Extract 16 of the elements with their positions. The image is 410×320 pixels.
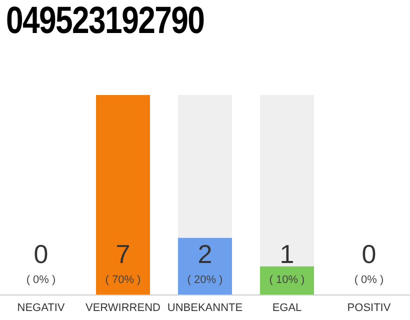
annotation: ( 0% ) [354,274,384,286]
x-tick-label: UNBEKANNTE [167,302,243,314]
chart-title: 049523192790 [6,0,204,43]
x-tick-label: POSITIV [347,302,392,314]
x-tick-label: NEGATIV [17,302,66,314]
x-tick-label: EGAL [272,302,302,314]
data-label: 1 [280,239,294,269]
annotation: ( 70% ) [105,274,141,286]
data-label: 2 [198,239,212,269]
x-tick-label: VERWIRREND [86,302,161,314]
data-label: 0 [34,239,48,269]
annotation: ( 0% ) [26,274,56,286]
annotation: ( 10% ) [269,274,305,286]
annotation: ( 20% ) [187,274,223,286]
data-label: 0 [362,239,376,269]
data-label: 7 [116,239,130,269]
